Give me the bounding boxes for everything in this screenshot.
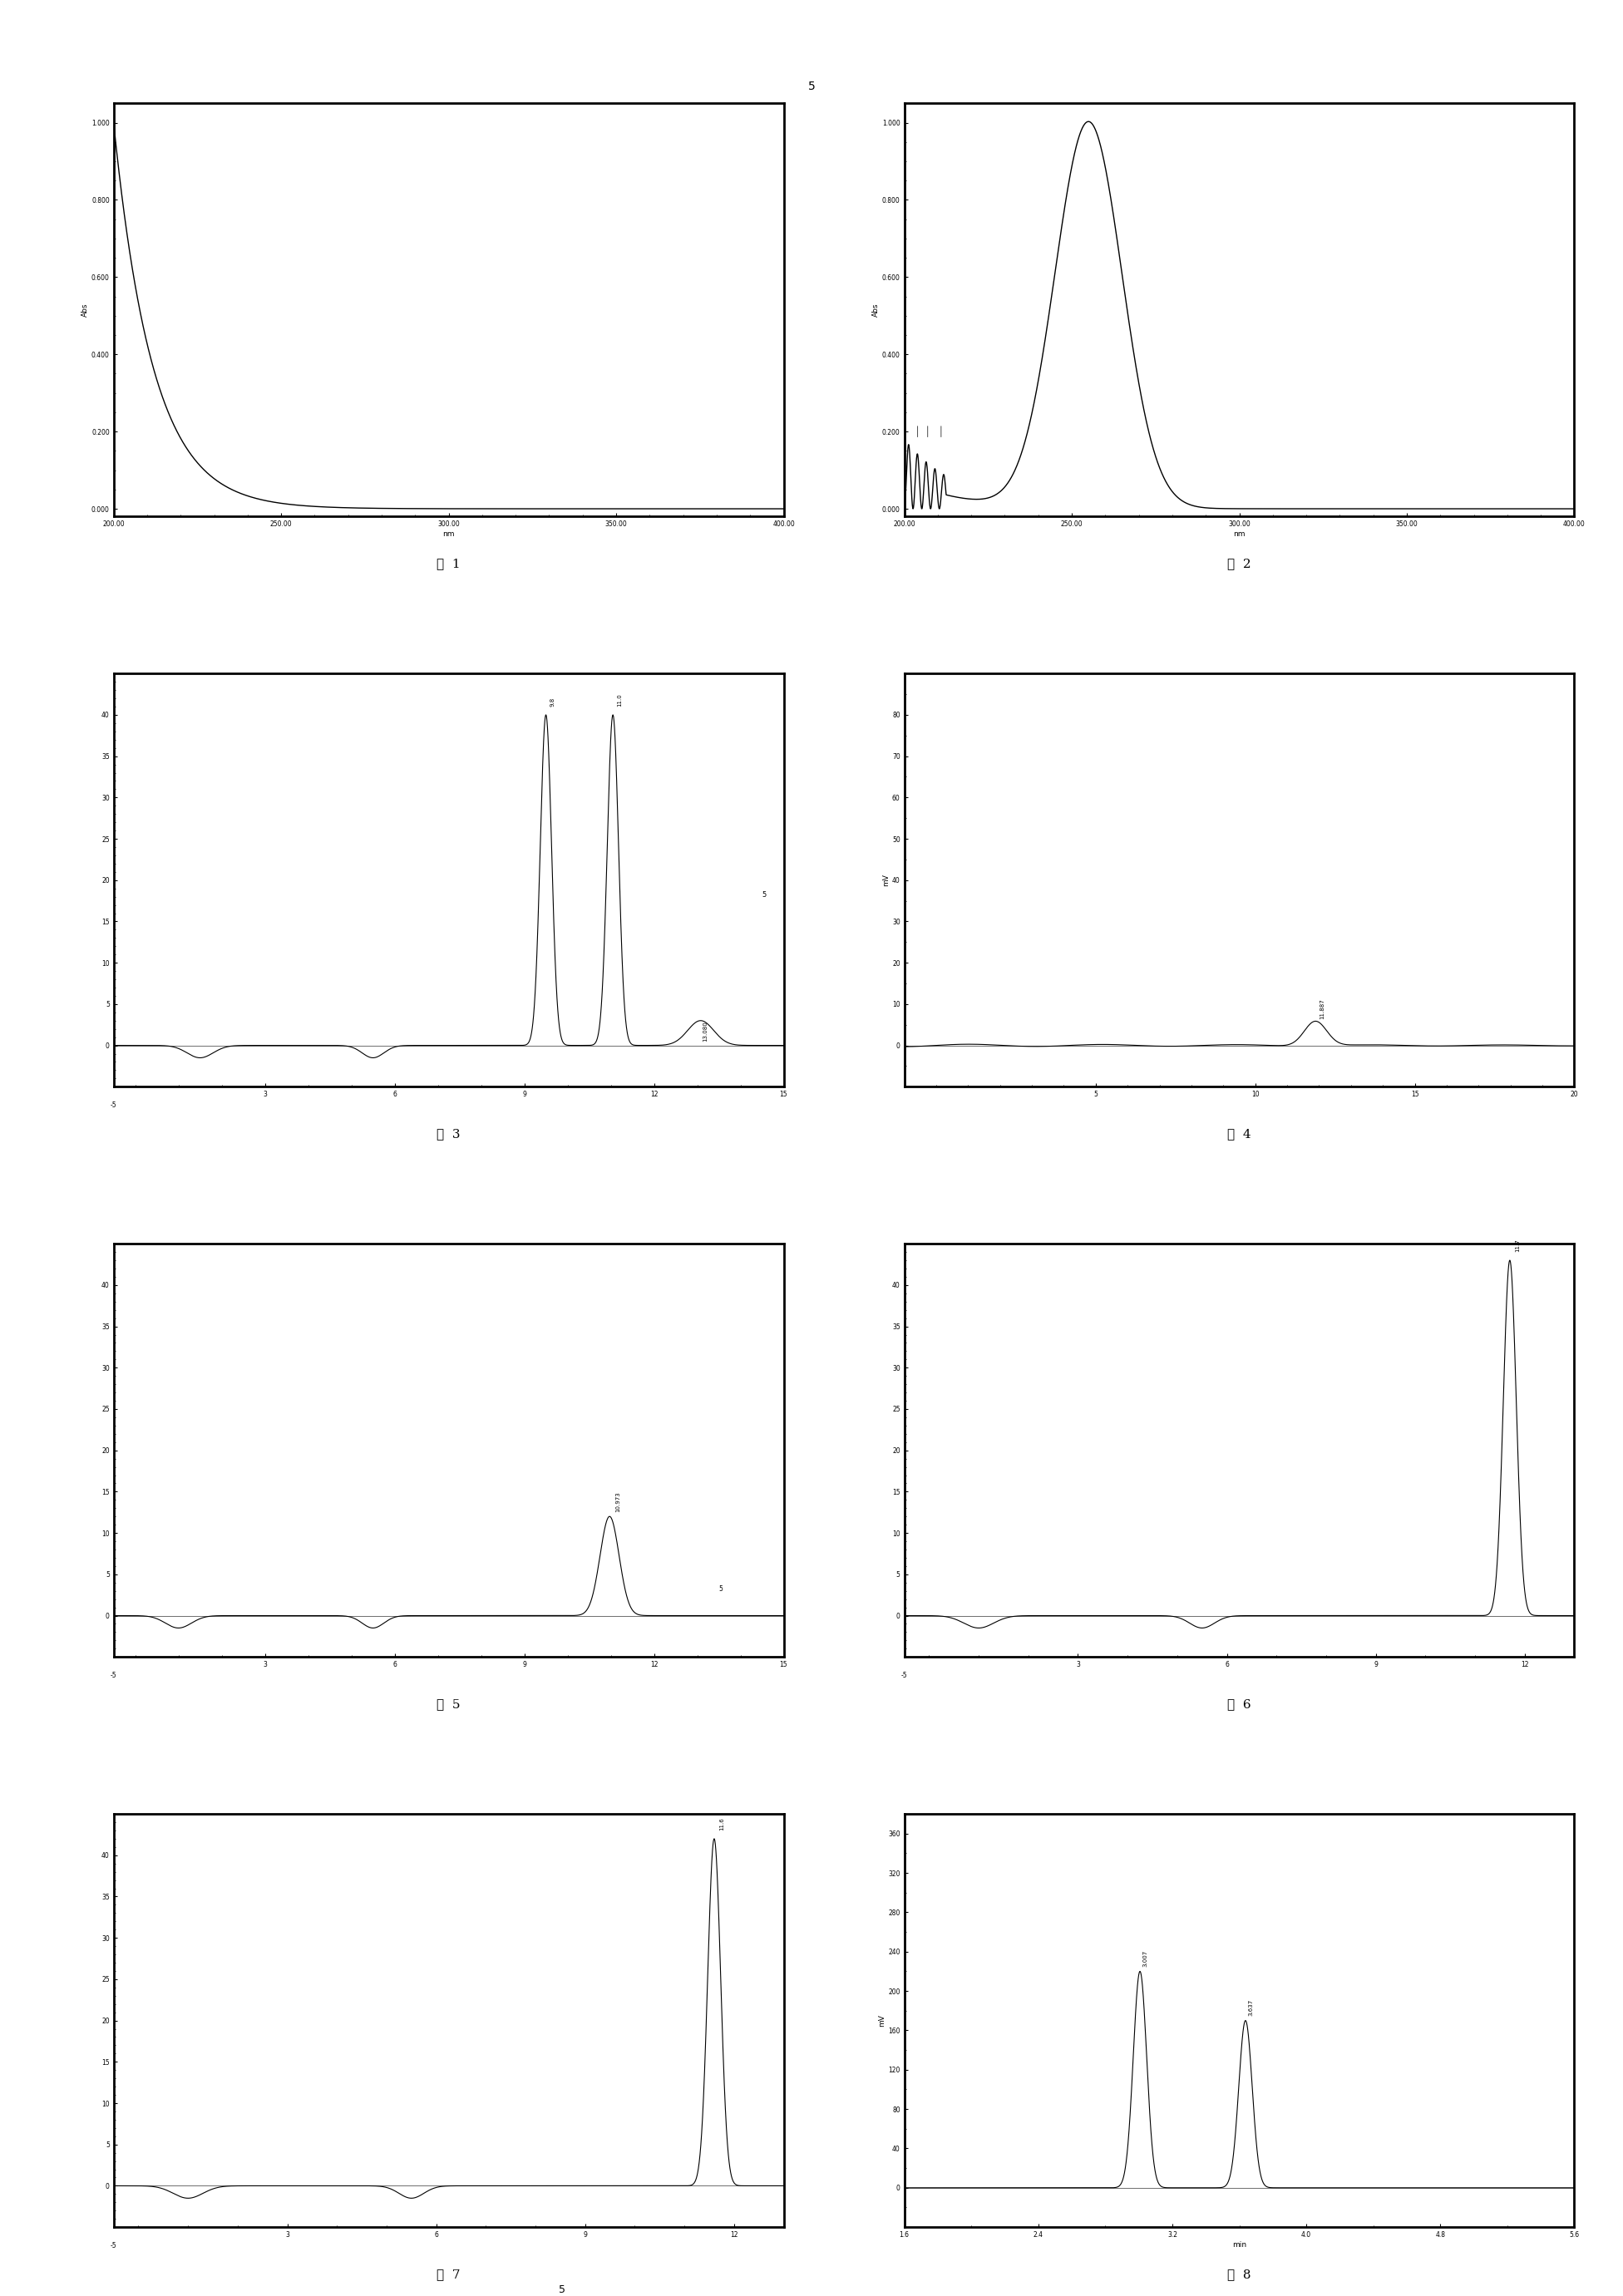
Text: -5: -5 xyxy=(901,1671,907,1678)
Text: 11.887: 11.887 xyxy=(1319,999,1324,1019)
Y-axis label: mV: mV xyxy=(883,875,889,886)
Y-axis label: mV: mV xyxy=(878,2014,886,2027)
Text: 图  3: 图 3 xyxy=(437,1127,461,1139)
Text: 13.080: 13.080 xyxy=(703,1022,708,1042)
Text: 11.7: 11.7 xyxy=(1514,1240,1519,1251)
Text: 11.6: 11.6 xyxy=(719,1818,724,1830)
Text: 5: 5 xyxy=(808,80,815,92)
Text: 10.973: 10.973 xyxy=(615,1492,620,1513)
X-axis label: nm: nm xyxy=(443,530,454,537)
X-axis label: min: min xyxy=(1232,2241,1246,2248)
Text: 5: 5 xyxy=(763,891,766,898)
Text: 图  8: 图 8 xyxy=(1227,2268,1251,2280)
Text: 5: 5 xyxy=(558,2285,565,2296)
Text: 11.0: 11.0 xyxy=(617,693,622,707)
Text: 图  6: 图 6 xyxy=(1227,1699,1251,1711)
Text: 5: 5 xyxy=(719,1584,722,1593)
Text: 图  2: 图 2 xyxy=(1227,558,1251,569)
Text: 图  1: 图 1 xyxy=(437,558,461,569)
Text: 图  4: 图 4 xyxy=(1227,1127,1251,1139)
Y-axis label: Abs: Abs xyxy=(81,303,89,317)
Text: 图  5: 图 5 xyxy=(437,1699,461,1711)
Text: 3.007: 3.007 xyxy=(1143,1949,1147,1965)
Text: 9.8: 9.8 xyxy=(550,698,555,707)
Text: -5: -5 xyxy=(110,1671,117,1678)
Text: -5: -5 xyxy=(110,2241,117,2250)
Text: -5: -5 xyxy=(110,1102,117,1109)
Text: 图  7: 图 7 xyxy=(437,2268,461,2280)
X-axis label: nm: nm xyxy=(1233,530,1245,537)
Text: 3.637: 3.637 xyxy=(1248,2000,1253,2016)
Y-axis label: Abs: Abs xyxy=(872,303,880,317)
